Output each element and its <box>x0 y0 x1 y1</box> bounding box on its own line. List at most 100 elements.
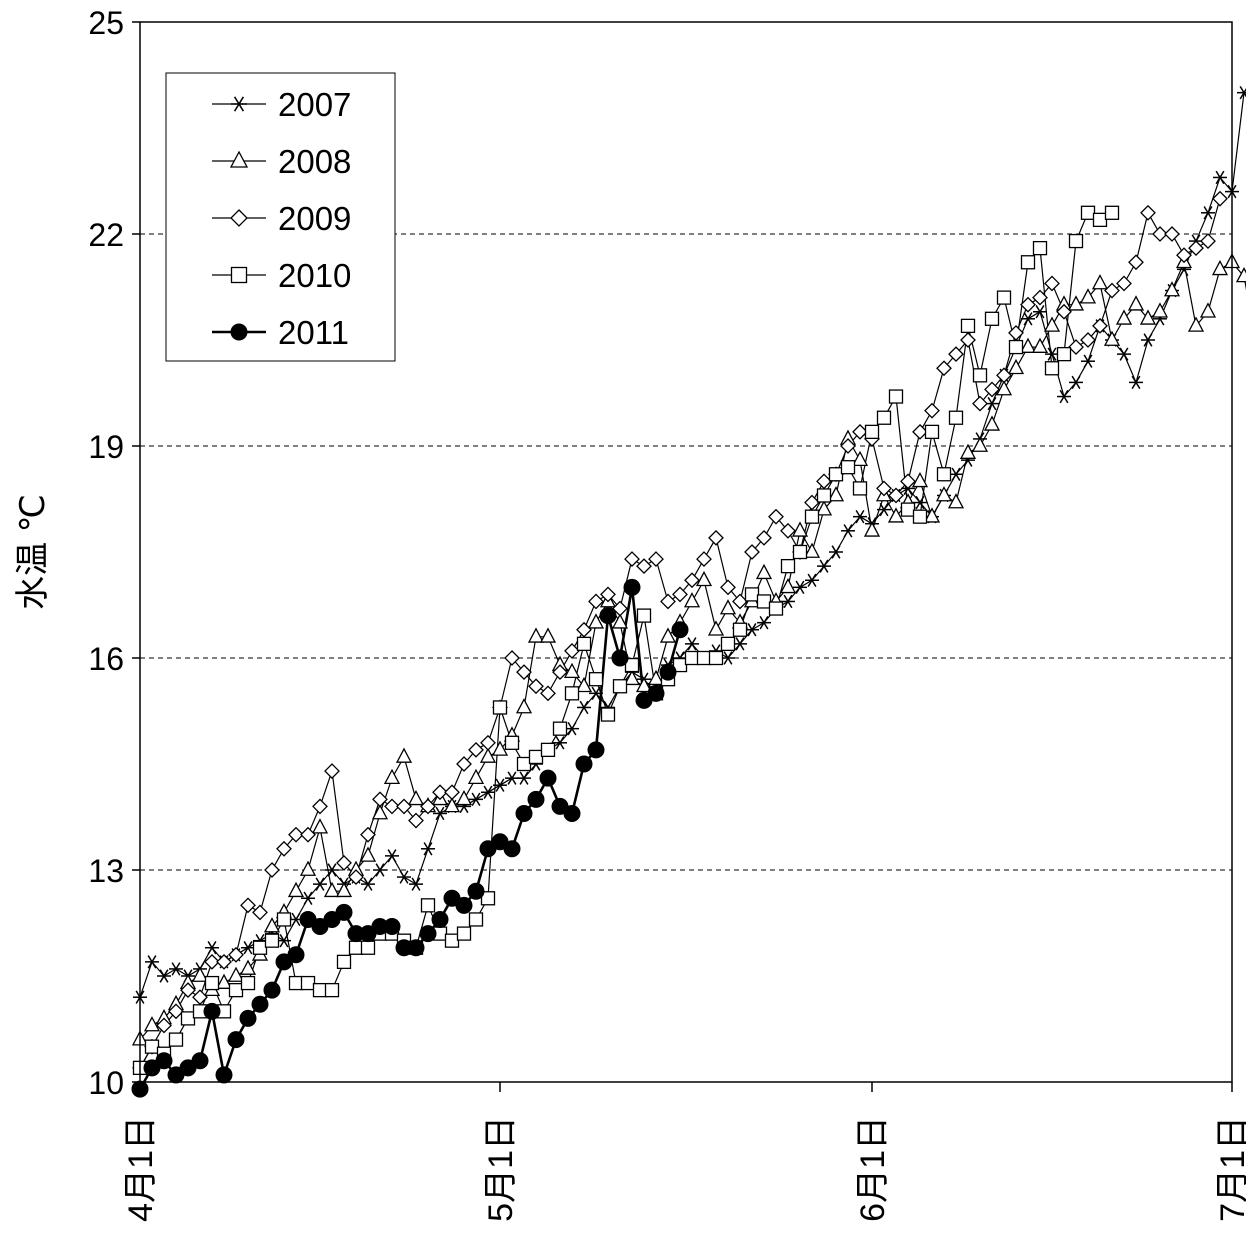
data-point-2010 <box>900 502 916 517</box>
data-point-2007 <box>949 467 963 481</box>
data-point-2010 <box>768 601 784 616</box>
asterisk-stroke <box>1239 87 1246 100</box>
data-point-2009 <box>384 798 400 815</box>
data-point-2009 <box>996 367 1012 384</box>
y-tick-label: 16 <box>88 641 124 677</box>
data-point-2010 <box>204 975 220 991</box>
data-point-2009 <box>468 741 484 758</box>
y-tick-label: 10 <box>88 1065 124 1101</box>
data-point-2010 <box>576 636 592 652</box>
data-point-2010 <box>816 488 832 503</box>
data-point-2009 <box>1200 233 1216 249</box>
data-point-2007 <box>577 700 591 715</box>
data-point-2009 <box>1212 190 1228 207</box>
data-point-2011 <box>263 981 281 999</box>
y-tick-label: 25 <box>88 5 124 41</box>
data-point-2010 <box>876 410 892 425</box>
data-point-2010 <box>264 933 280 948</box>
data-point-2008 <box>959 443 977 459</box>
data-point-2009 <box>1020 296 1036 313</box>
data-point-2011 <box>467 882 485 900</box>
data-point-2008 <box>311 818 329 834</box>
data-point-2007 <box>781 594 795 609</box>
data-point-2007 <box>157 969 171 983</box>
data-point-2009 <box>396 798 412 815</box>
data-point-2009 <box>648 551 664 567</box>
asterisk-stroke <box>279 933 289 948</box>
data-point-2009 <box>408 812 424 829</box>
data-point-2009 <box>240 897 256 914</box>
data-point-2011 <box>239 1009 257 1027</box>
data-point-2007 <box>325 863 339 877</box>
asterisk-stroke <box>363 877 373 891</box>
data-point-2010 <box>444 933 460 948</box>
data-point-2009 <box>264 862 280 878</box>
legend: 2007 2008 2009 2010 2011 <box>165 72 396 362</box>
data-point-2011 <box>515 804 533 822</box>
asterisk-stroke <box>375 863 385 877</box>
data-point-2009 <box>576 621 592 638</box>
data-point-2007 <box>721 651 735 665</box>
data-point-2009 <box>720 579 736 596</box>
y-tick-label: 22 <box>88 217 124 253</box>
data-point-2007 <box>277 933 291 948</box>
data-point-2007 <box>1081 354 1095 368</box>
asterisk-stroke <box>1143 333 1153 347</box>
data-point-2011 <box>203 1002 221 1020</box>
asterisk-stroke <box>1047 347 1057 361</box>
data-point-2008 <box>1211 259 1229 276</box>
asterisk-stroke <box>471 792 481 807</box>
data-point-2009 <box>552 664 568 681</box>
data-point-2007 <box>1117 347 1131 361</box>
legend-label: 2011 <box>278 314 349 351</box>
data-point-2008 <box>983 415 1001 431</box>
data-point-2011 <box>563 804 581 822</box>
data-point-2007 <box>517 771 531 785</box>
asterisk-stroke <box>303 891 313 905</box>
legend-item-2009: 2009 <box>212 200 351 237</box>
data-point-2008 <box>1115 309 1133 325</box>
data-point-2009 <box>588 593 604 610</box>
asterisk-stroke <box>507 771 517 785</box>
data-point-2011 <box>671 621 689 639</box>
data-point-2010 <box>468 912 484 927</box>
data-point-2008 <box>971 436 989 452</box>
asterisk-stroke <box>819 559 829 573</box>
data-point-2009 <box>192 989 208 1006</box>
y-tick-label: 19 <box>88 429 124 465</box>
asterisk-stroke <box>951 467 961 481</box>
asterisk-stroke <box>171 962 181 976</box>
data-point-2009 <box>528 678 544 695</box>
data-point-2009 <box>1044 275 1060 292</box>
legend-marker <box>229 150 249 168</box>
data-point-2008 <box>227 966 245 982</box>
data-point-2011 <box>503 840 521 858</box>
data-point-2008 <box>623 669 641 686</box>
data-point-2008 <box>479 747 497 763</box>
data-point-2009 <box>768 508 784 525</box>
data-point-2010 <box>1068 233 1084 249</box>
legend-item-2007: 2007 <box>212 86 351 123</box>
data-point-2010 <box>1056 346 1072 362</box>
data-point-2008 <box>407 789 425 806</box>
data-point-2008 <box>191 966 209 982</box>
legend-label: 2009 <box>278 200 351 237</box>
asterisk-stroke <box>435 806 445 821</box>
data-point-2008 <box>455 789 473 806</box>
asterisk-stroke <box>495 778 505 792</box>
data-point-2010 <box>780 558 796 574</box>
data-point-2010 <box>720 636 736 652</box>
data-point-2010 <box>180 1011 196 1026</box>
y-axis-label: 水温 ℃ <box>14 494 52 610</box>
data-point-2007 <box>481 785 495 799</box>
legend-marker <box>231 96 247 112</box>
data-point-2008 <box>647 669 665 686</box>
asterisk-stroke <box>423 842 433 856</box>
asterisk-stroke <box>243 941 253 955</box>
data-point-2009 <box>1104 282 1120 299</box>
legend-box <box>165 72 396 362</box>
legend-marker <box>230 266 248 284</box>
data-point-2008 <box>887 507 905 523</box>
data-point-2010 <box>492 700 508 715</box>
